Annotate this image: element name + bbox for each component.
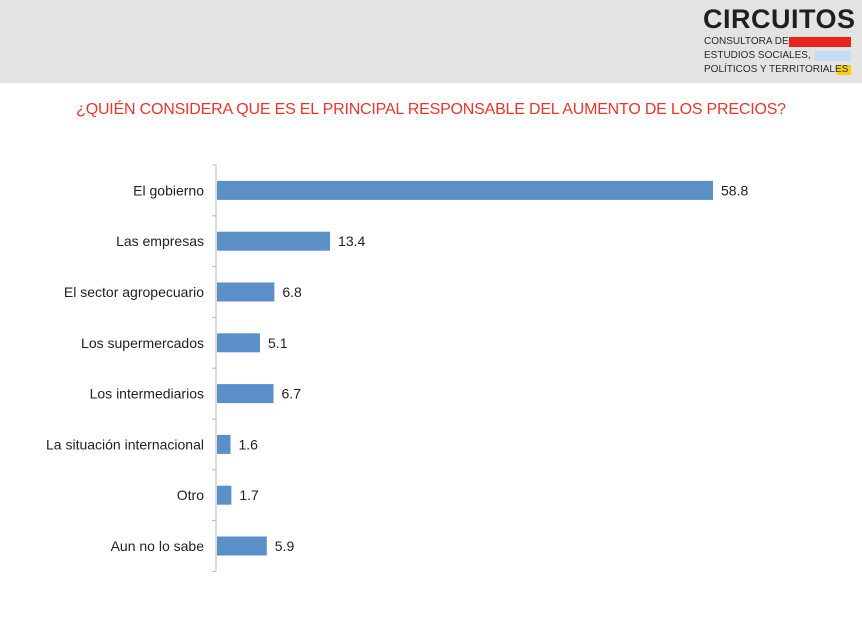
data-label: 6.7 bbox=[282, 386, 302, 402]
bar bbox=[217, 485, 232, 505]
logo-line-2: ESTUDIOS SOCIALES, bbox=[704, 50, 811, 61]
logo-line-3: POLÍTICOS Y TERRITORIALES bbox=[704, 64, 849, 75]
header-band bbox=[0, 0, 862, 83]
logo-stripe-blue bbox=[815, 51, 851, 61]
category-label: El gobierno bbox=[133, 182, 204, 198]
data-label: 6.8 bbox=[282, 284, 302, 300]
bar bbox=[217, 536, 267, 556]
bar bbox=[217, 231, 331, 251]
data-label: 1.7 bbox=[239, 487, 259, 503]
logo-stripe-yellow bbox=[837, 65, 851, 75]
data-label: 58.8 bbox=[721, 182, 748, 198]
bar-chart: El gobierno 58.8 Las empresas 13.4 El sector… bbox=[46, 164, 748, 572]
bar bbox=[217, 282, 275, 302]
bar bbox=[217, 180, 713, 200]
data-label: 1.6 bbox=[238, 436, 258, 452]
logo-stripe-red bbox=[789, 37, 851, 47]
bar bbox=[217, 384, 274, 404]
category-label: El sector agropecuario bbox=[64, 284, 204, 300]
category-label: Los supermercados bbox=[81, 335, 204, 351]
category-label: Los intermediarios bbox=[90, 386, 204, 402]
bar bbox=[217, 434, 231, 454]
chart-title: ¿QUIÉN CONSIDERA QUE ES EL PRINCIPAL RES… bbox=[76, 101, 786, 118]
category-label: La situación internacional bbox=[46, 436, 204, 452]
circuitos-logo: CIRCUITOS CONSULTORA DE ESTUDIOS SOCIALE… bbox=[703, 4, 855, 80]
category-label: Otro bbox=[177, 487, 204, 503]
category-label: Aun no lo sabe bbox=[111, 538, 205, 554]
data-label: 5.1 bbox=[268, 335, 288, 351]
data-label: 13.4 bbox=[338, 233, 365, 249]
logo-name: CIRCUITOS bbox=[703, 4, 856, 34]
logo-line-1: CONSULTORA DE bbox=[704, 36, 789, 47]
bar bbox=[217, 333, 261, 353]
category-label: Las empresas bbox=[116, 233, 204, 249]
data-label: 5.9 bbox=[275, 538, 295, 554]
